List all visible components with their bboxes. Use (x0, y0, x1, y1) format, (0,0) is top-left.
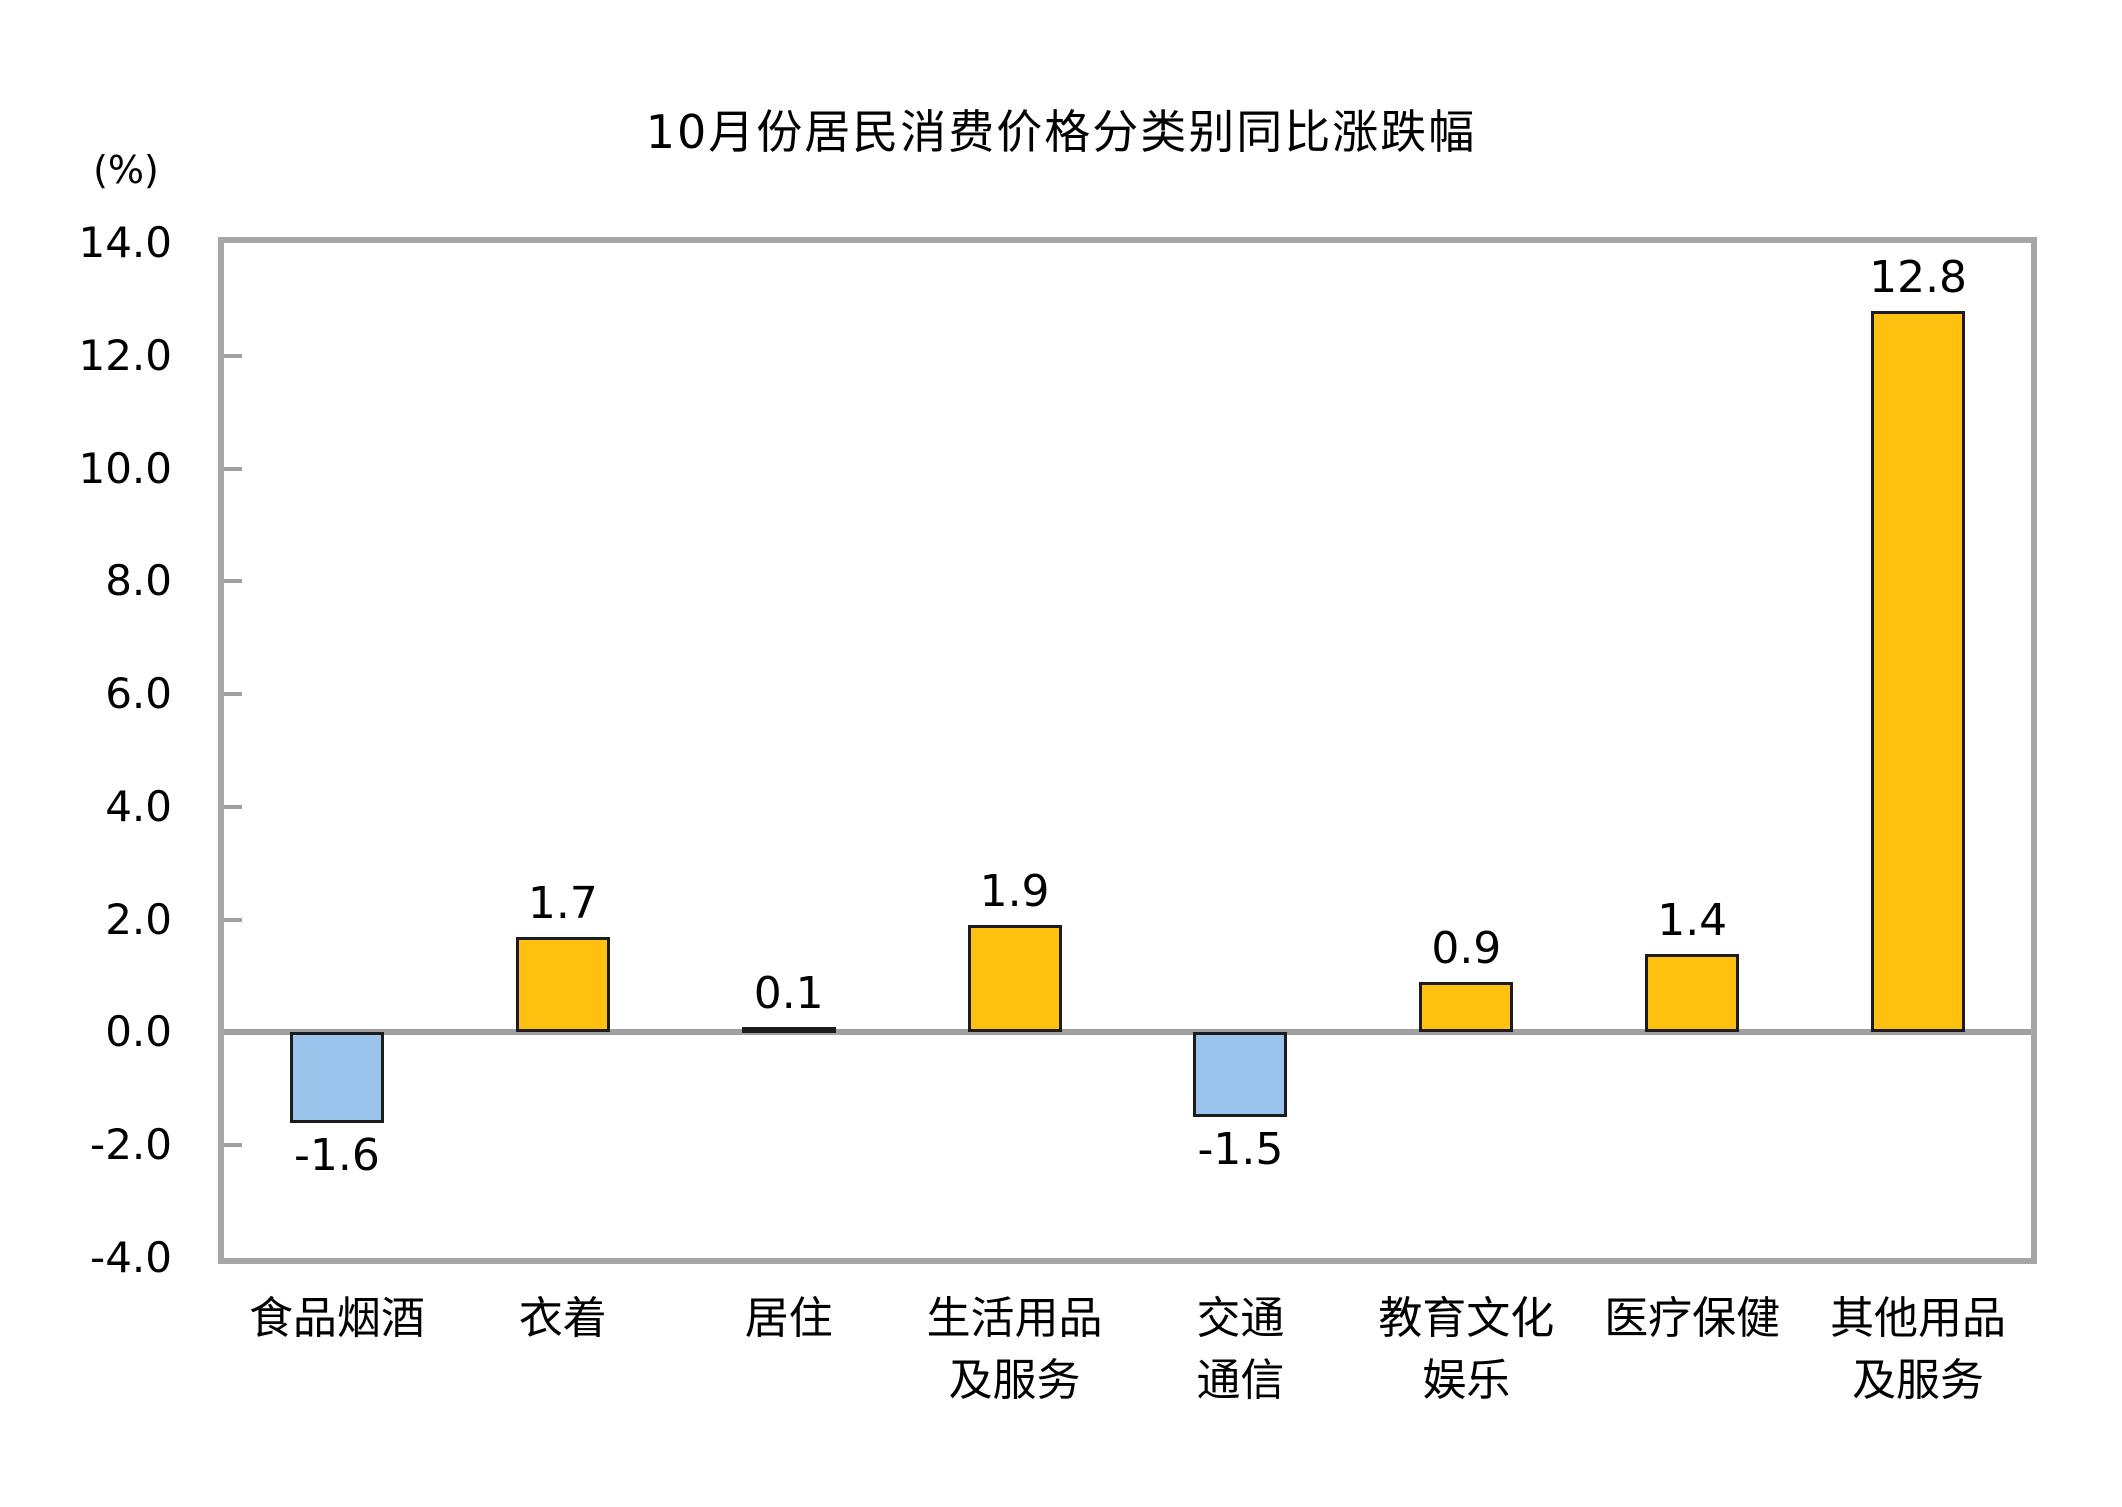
x-category-label: 其他用品 及服务 (1830, 1288, 2006, 1412)
y-tick-mark (224, 353, 242, 358)
y-tick-label: -2.0 (90, 1120, 172, 1170)
y-tick-label: 14.0 (78, 218, 172, 267)
x-category-label-line: 娱乐 (1422, 1355, 1511, 1406)
x-category-label-line: 医疗保健 (1604, 1293, 1781, 1344)
y-tick-label: 12.0 (78, 330, 172, 380)
bar-value-label: 1.7 (527, 877, 598, 929)
x-category-label-line: 衣着 (518, 1293, 607, 1344)
bar (1419, 981, 1514, 1033)
y-tick-label: 8.0 (105, 556, 172, 606)
x-category-label: 衣着 (519, 1288, 607, 1350)
y-tick-mark (224, 579, 242, 584)
y-tick-label: 6.0 (105, 669, 172, 719)
bar (289, 1032, 384, 1123)
y-tick-mark (224, 1143, 242, 1148)
y-tick-mark (224, 466, 242, 471)
zero-baseline (224, 1029, 2031, 1036)
y-tick-label: 10.0 (78, 443, 172, 493)
bar-value-label: 1.9 (979, 866, 1050, 918)
y-tick-label: 4.0 (105, 781, 172, 831)
bar-value-label: -1.6 (294, 1129, 380, 1181)
bar (1645, 953, 1740, 1033)
bar-value-label: 0.9 (1431, 922, 1502, 974)
x-category-label-line: 教育文化 (1378, 1293, 1555, 1344)
x-category-label-line: 生活用品 (926, 1293, 1103, 1344)
x-category-label-line: 其他用品 (1830, 1293, 2007, 1344)
x-category-label-line: 及服务 (948, 1355, 1081, 1406)
x-category-label-line: 交通 (1196, 1293, 1285, 1344)
y-tick-mark (224, 804, 242, 809)
x-category-label-line: 居住 (744, 1293, 833, 1344)
plot-area (218, 237, 2037, 1264)
x-category-label-line: 及服务 (1852, 1355, 1985, 1406)
x-category-label: 居住 (745, 1288, 833, 1350)
y-tick-label: 2.0 (105, 894, 172, 944)
y-tick-mark (224, 692, 242, 697)
bar (1193, 1032, 1288, 1118)
x-category-label: 教育文化 娱乐 (1378, 1288, 1554, 1412)
chart-title: 10月份居民消费价格分类别同比涨跌幅 (645, 105, 1477, 159)
y-tick-label: -4.0 (90, 1233, 172, 1282)
bar-value-label: 12.8 (1869, 251, 1968, 303)
y-tick-label: 0.0 (105, 1007, 172, 1057)
x-category-label-line: 通信 (1196, 1355, 1285, 1406)
x-category-label-line: 食品烟酒 (248, 1293, 425, 1344)
x-category-label: 交通 通信 (1196, 1288, 1284, 1412)
y-tick-mark (224, 917, 242, 922)
bar-value-label: 1.4 (1657, 894, 1728, 946)
x-category-label: 生活用品 及服务 (927, 1288, 1103, 1412)
bar (515, 936, 610, 1033)
x-category-label: 医疗保健 (1604, 1288, 1780, 1350)
bar-value-label: 0.1 (753, 967, 824, 1019)
bar-value-label: -1.5 (1197, 1124, 1284, 1176)
bar (1871, 310, 1966, 1033)
bar (741, 1026, 836, 1033)
y-axis-unit-label: (%) (93, 148, 159, 192)
x-category-label: 食品烟酒 (249, 1288, 425, 1350)
bar (967, 925, 1062, 1033)
